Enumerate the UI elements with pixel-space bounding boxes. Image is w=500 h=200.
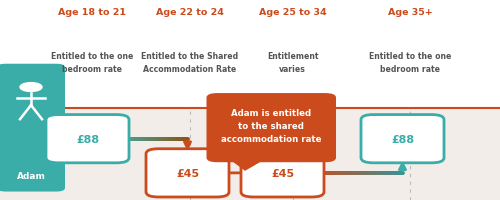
Text: £45: £45 — [271, 168, 294, 178]
Text: Age 35+: Age 35+ — [388, 8, 432, 17]
Text: £88: £88 — [391, 134, 414, 144]
Text: Entitlement
varies: Entitlement varies — [267, 52, 318, 73]
Text: Entitled to the Shared
Accommodation Rate: Entitled to the Shared Accommodation Rat… — [142, 52, 238, 73]
FancyBboxPatch shape — [0, 64, 65, 192]
FancyBboxPatch shape — [361, 115, 444, 163]
Text: Adam: Adam — [16, 171, 46, 180]
FancyBboxPatch shape — [206, 94, 336, 162]
Polygon shape — [228, 158, 268, 171]
Text: £45: £45 — [176, 168, 199, 178]
Text: Age 18 to 21: Age 18 to 21 — [58, 8, 126, 17]
Text: Entitled to the one
bedroom rate: Entitled to the one bedroom rate — [369, 52, 451, 73]
FancyBboxPatch shape — [241, 149, 324, 197]
Circle shape — [20, 83, 42, 92]
Text: Adam is entitled
to the shared
accommodation rate: Adam is entitled to the shared accommoda… — [221, 108, 322, 144]
Text: Age 25 to 34: Age 25 to 34 — [258, 8, 326, 17]
FancyBboxPatch shape — [146, 149, 229, 197]
Text: £88: £88 — [76, 134, 99, 144]
Text: Entitled to the one
bedroom rate: Entitled to the one bedroom rate — [52, 52, 134, 73]
FancyBboxPatch shape — [46, 115, 129, 163]
Text: Age 22 to 24: Age 22 to 24 — [156, 8, 224, 17]
FancyBboxPatch shape — [0, 0, 500, 108]
